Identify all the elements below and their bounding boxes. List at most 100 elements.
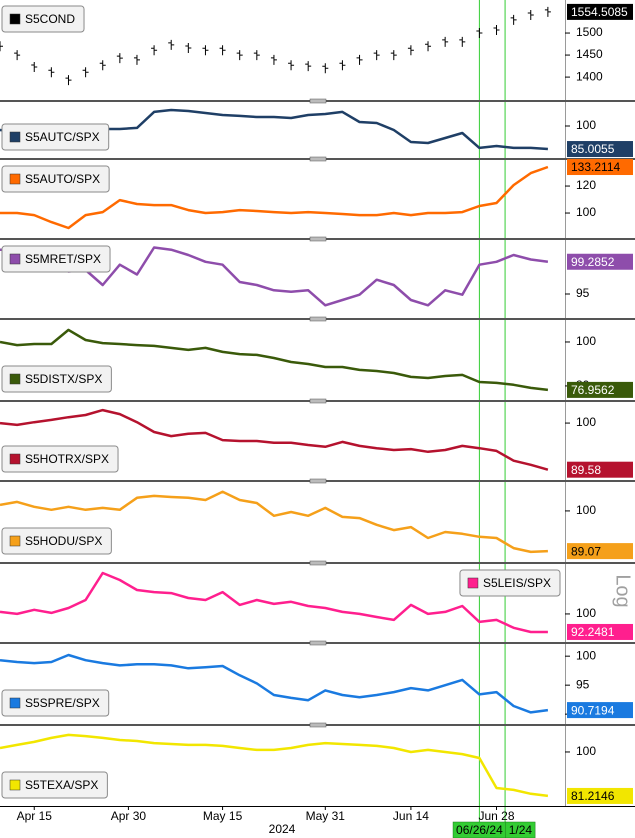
legend-box: [1, 527, 112, 555]
legend-box: [1, 365, 112, 393]
series-line: [0, 165, 549, 230]
legend-box: [1, 245, 111, 273]
y-tick-label: 95: [576, 286, 590, 300]
separator-handle: [309, 560, 327, 566]
y-tick-label: 100: [576, 744, 596, 758]
y-tick-label: 1500: [576, 25, 603, 39]
price-bar: [14, 50, 21, 61]
legend-swatch: [467, 577, 479, 589]
marker-label: 06/26/24: [452, 821, 507, 838]
legend: S5LEIS/SPX: [459, 569, 561, 597]
last-value-label: 133.2114: [567, 159, 633, 176]
legend-label: S5TEXA/SPX: [25, 778, 98, 792]
y-tick-label: 95: [576, 677, 590, 691]
legend-box: [1, 123, 110, 151]
price-bar: [236, 50, 243, 61]
legend-swatch: [9, 779, 21, 791]
last-value-text: 1554.5085: [571, 5, 628, 19]
legend-box: [459, 569, 561, 597]
legend-label: S5COND: [25, 12, 75, 26]
series-line: [0, 408, 549, 471]
last-value-label: 81.2146: [567, 787, 633, 804]
price-bar: [168, 39, 175, 50]
legend: S5MRET/SPX: [1, 245, 111, 273]
x-year-label: 2024: [269, 822, 296, 836]
legend-box: [1, 771, 108, 799]
price-bar: [270, 54, 277, 65]
price-bar: [305, 61, 312, 72]
price-bar: [288, 60, 295, 71]
last-value-box: [567, 381, 633, 398]
legend: S5HOTRX/SPX: [1, 445, 119, 473]
legend-swatch: [9, 13, 21, 25]
price-bar: [31, 61, 38, 72]
legend: S5DISTX/SPX: [1, 365, 112, 393]
legend-box: [1, 445, 119, 473]
last-value-box: [567, 3, 633, 20]
legend-swatch: [9, 131, 21, 143]
last-value-label: 99.2852: [567, 253, 633, 270]
legend-swatch: [9, 535, 21, 547]
legend: S5AUTO/SPX: [1, 165, 110, 193]
marker-label-text: 06/26/24: [456, 823, 503, 837]
legend-box: [1, 165, 110, 193]
price-bar: [356, 54, 363, 65]
y-tick-label: 1400: [576, 69, 603, 83]
legend: S5AUTC/SPX: [1, 123, 110, 151]
x-tick-label: May 31: [306, 809, 346, 823]
series-line: [0, 733, 549, 798]
last-value-box: [567, 141, 633, 158]
scale-label: Log: [612, 574, 634, 607]
y-tick-label: 100: [576, 334, 596, 348]
price-bar: [527, 9, 534, 20]
y-tick-label: 100: [576, 205, 596, 219]
legend-label: S5LEIS/SPX: [483, 576, 551, 590]
x-tick-label: Jun 14: [393, 809, 429, 823]
last-value-box: [567, 623, 633, 640]
marker-label: 1/24: [505, 821, 536, 838]
legend-swatch: [9, 253, 21, 265]
legend: S5TEXA/SPX: [1, 771, 108, 799]
price-bar: [185, 43, 192, 54]
legend-swatch: [9, 373, 21, 385]
legend-swatch: [9, 697, 21, 709]
price-bar: [151, 45, 158, 56]
series-line: [0, 328, 549, 392]
legend: S5SPRE/SPX: [1, 689, 110, 717]
separator-handle: [309, 236, 327, 242]
last-value-text: 85.0055: [571, 142, 615, 156]
price-bar: [322, 63, 329, 74]
last-value-label: 89.07: [567, 543, 633, 560]
price-bar: [133, 54, 140, 65]
price-bar: [544, 6, 551, 17]
last-value-box: [567, 543, 633, 560]
y-tick-label: 100: [576, 118, 596, 132]
price-bar: [493, 24, 500, 35]
last-value-box: [567, 253, 633, 270]
last-value-label: 90.7194: [567, 702, 633, 719]
legend: S5HODU/SPX: [1, 527, 112, 555]
separator-handle: [309, 722, 327, 728]
price-bar: [219, 45, 226, 56]
separator-handle: [309, 640, 327, 646]
price-bar: [442, 36, 449, 47]
price-bar: [476, 28, 483, 39]
last-value-label: 85.0055: [567, 141, 633, 158]
price-bar: [373, 50, 380, 61]
last-value-text: 89.58: [571, 463, 601, 477]
separator-handle: [309, 98, 327, 104]
y-tick-label: 100: [576, 503, 596, 517]
last-value-text: 133.2114: [571, 160, 620, 174]
price-bar: [390, 50, 397, 61]
legend-swatch: [9, 453, 21, 465]
last-value-text: 76.9562: [571, 383, 615, 397]
price-bar: [82, 67, 89, 78]
last-value-box: [567, 702, 633, 719]
last-value-box: [567, 787, 633, 804]
marker-label-text: 1/24: [509, 823, 533, 837]
y-tick-label: 120: [576, 178, 596, 192]
price-bar: [48, 67, 55, 78]
y-tick-label: 100: [576, 606, 596, 620]
separator-handle: [309, 398, 327, 404]
legend-swatch: [9, 173, 21, 185]
